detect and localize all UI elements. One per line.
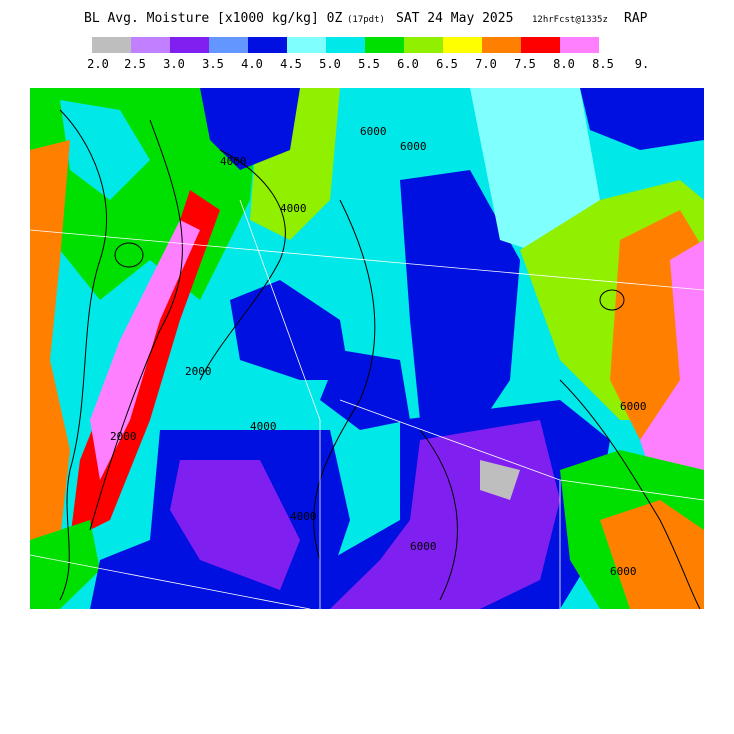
- contour-label: 4000: [290, 510, 317, 523]
- contour-label: 6000: [610, 565, 637, 578]
- legend-swatch: [326, 37, 365, 53]
- legend-swatch: [443, 37, 482, 53]
- legend-label: 7.5: [514, 57, 536, 71]
- legend-swatch: [170, 37, 209, 53]
- legend-label: 4.5: [280, 57, 302, 71]
- header: BL Avg. Moisture [x1000 kg/kg] 0Z (17pdt…: [84, 11, 648, 26]
- legend-swatch: [365, 37, 404, 53]
- region: [230, 280, 350, 380]
- legend-label: 8.5: [592, 57, 614, 71]
- legend-label: 5.5: [358, 57, 380, 71]
- legend-label: 3.0: [163, 57, 185, 71]
- region: [480, 460, 520, 500]
- region: [90, 220, 200, 480]
- legend-swatch: [92, 37, 131, 53]
- map: 4000 4000 6000 6000 2000 2000 4000 6000 …: [30, 88, 704, 609]
- region: [470, 88, 600, 260]
- region: [60, 100, 150, 200]
- contours: [59, 109, 701, 609]
- region: [640, 240, 704, 470]
- legend-label: 8.0: [553, 57, 575, 71]
- legend-swatch: [482, 37, 521, 53]
- legend-swatch: [131, 37, 170, 53]
- contour-label: 6000: [410, 540, 437, 553]
- legend-swatch: [287, 37, 326, 53]
- legend-label: 2.5: [124, 57, 146, 71]
- contour-label: 4000: [250, 420, 277, 433]
- legend-label: 3.5: [202, 57, 224, 71]
- region: [580, 88, 704, 150]
- legend-swatch: [560, 37, 599, 53]
- legend-swatch: [404, 37, 443, 53]
- contour-label: 6000: [620, 400, 647, 413]
- legend-label: 9.: [635, 57, 649, 71]
- legend-label: 4.0: [241, 57, 263, 71]
- contour-label: 2000: [185, 365, 212, 378]
- region: [200, 88, 300, 170]
- region: [170, 460, 300, 590]
- region: [400, 170, 520, 440]
- legend: 2.0 2.5 3.0 3.5 4.0 4.5 5.0 5.5 6.0 6.5 7.0 7.5 8.0 8…: [87, 37, 649, 71]
- contour-label: 4000: [220, 155, 247, 168]
- region: [30, 520, 100, 609]
- region: [320, 350, 410, 430]
- legend-swatch: [209, 37, 248, 53]
- legend-swatch: [248, 37, 287, 53]
- model: RAP: [624, 11, 648, 26]
- region: [30, 140, 70, 560]
- boundaries: [30, 199, 704, 609]
- contour-label: 6000: [400, 140, 427, 153]
- forecast: 12hrFcst@1335z: [532, 15, 608, 25]
- contour-label: 2000: [110, 430, 137, 443]
- legend-label: 7.0: [475, 57, 497, 71]
- legend-swatch: [521, 37, 560, 53]
- contour-label: 4000: [280, 202, 307, 215]
- legend-label: 6.5: [436, 57, 458, 71]
- legend-label: 5.0: [319, 57, 341, 71]
- legend-label: 2.0: [87, 57, 109, 71]
- contour-label: 6000: [360, 125, 387, 138]
- valid-time: SAT 24 May 2025: [396, 11, 513, 26]
- region: [600, 500, 704, 609]
- run-local: (17pdt): [347, 15, 385, 25]
- title: BL Avg. Moisture [x1000 kg/kg] 0Z: [84, 11, 342, 26]
- legend-label: 6.0: [397, 57, 419, 71]
